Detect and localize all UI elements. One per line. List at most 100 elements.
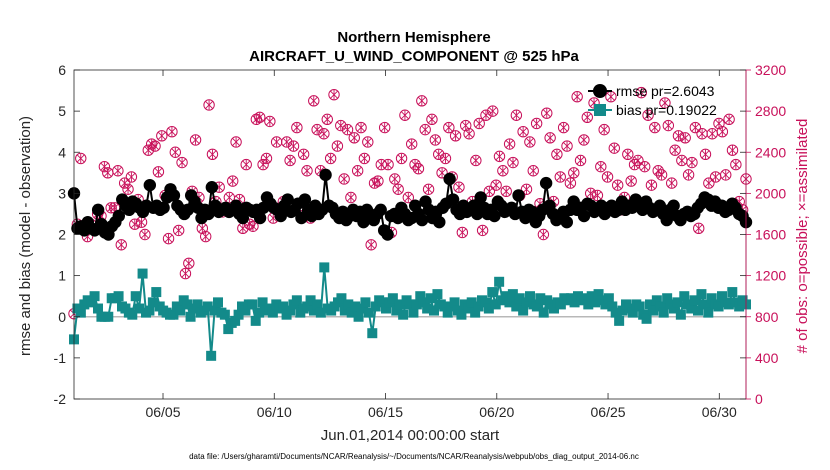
- assimilated-obs-marker: [671, 145, 680, 155]
- possible-obs-marker: [308, 95, 320, 107]
- assimilated-obs-marker: [181, 268, 190, 279]
- possible-obs-marker: [568, 167, 580, 179]
- assimilated-obs-marker: [471, 155, 480, 166]
- assimilated-obs-marker: [593, 190, 602, 201]
- assimilated-obs-marker: [610, 143, 619, 153]
- possible-obs-marker: [443, 121, 455, 134]
- right-y-tick-label: 2000: [755, 185, 786, 201]
- possible-obs-marker: [311, 123, 323, 136]
- bias-point: [247, 299, 258, 310]
- assimilated-obs-marker: [164, 233, 173, 244]
- assimilated-obs-marker: [583, 112, 592, 122]
- possible-obs-marker: [497, 165, 509, 177]
- possible-obs-marker: [625, 175, 637, 187]
- bias-point: [634, 301, 645, 312]
- y-tick-label: 0: [58, 309, 66, 325]
- assimilated-obs-marker: [309, 96, 318, 106]
- assimilated-obs-marker: [384, 159, 392, 170]
- bias-point: [127, 309, 138, 320]
- rmse-point: [667, 199, 680, 212]
- possible-obs-marker: [669, 144, 681, 156]
- assimilated-obs-marker: [198, 223, 207, 234]
- possible-obs-marker: [541, 107, 553, 119]
- legend-bias-label: bias pr=0.19022: [616, 102, 717, 118]
- possible-obs-marker: [382, 158, 394, 171]
- assimilated-obs-marker: [650, 122, 659, 133]
- assimilated-obs-marker: [623, 149, 632, 159]
- possible-obs-marker: [399, 109, 411, 121]
- rmse-point: [202, 207, 215, 221]
- bias-point: [586, 291, 597, 302]
- possible-obs-marker: [581, 111, 593, 123]
- bias-point: [346, 307, 357, 318]
- possible-obs-marker: [301, 165, 313, 177]
- assimilated-obs-marker: [140, 229, 149, 240]
- assimilated-obs-marker: [411, 159, 419, 170]
- bias-point: [511, 301, 522, 312]
- bias-point: [655, 301, 666, 312]
- bias-point: [219, 309, 230, 320]
- possible-obs-marker: [375, 158, 387, 171]
- possible-obs-marker: [429, 134, 442, 146]
- assimilated-obs-marker: [228, 176, 237, 186]
- chart-subtitle: AIRCRAFT_U_WIND_COMPONENT @ 525 hPa: [249, 48, 579, 65]
- possible-obs-marker: [490, 179, 502, 191]
- assimilated-obs-marker: [542, 108, 551, 118]
- possible-obs-marker: [598, 123, 610, 136]
- assimilated-obs-marker: [299, 149, 308, 159]
- possible-obs-marker: [622, 148, 634, 161]
- assimilated-obs-marker: [495, 151, 504, 162]
- possible-obs-marker: [554, 171, 566, 183]
- bias-point: [254, 307, 265, 318]
- assimilated-obs-marker: [563, 141, 571, 151]
- possible-obs-marker: [726, 144, 739, 156]
- assimilated-obs-marker: [313, 124, 322, 135]
- assimilated-obs-marker: [205, 100, 213, 110]
- bias-point: [151, 287, 162, 298]
- bias-point: [535, 293, 546, 304]
- possible-obs-marker: [112, 165, 124, 177]
- possible-obs-marker: [321, 113, 333, 126]
- assimilated-obs-marker: [461, 120, 470, 131]
- assimilated-obs-marker: [178, 157, 186, 168]
- possible-obs-marker: [351, 165, 364, 177]
- bias-point: [425, 293, 436, 304]
- assimilated-obs-marker: [357, 122, 365, 133]
- assimilated-obs-marker: [482, 110, 490, 120]
- bias-point: [370, 301, 381, 312]
- assimilated-obs-marker: [434, 149, 443, 159]
- assimilated-obs-marker: [363, 137, 372, 147]
- assimilated-obs-marker: [171, 147, 180, 157]
- rmse-point: [560, 215, 573, 229]
- assimilated-obs-marker: [397, 153, 406, 164]
- assimilated-obs-marker: [174, 225, 183, 236]
- assimilated-obs-marker: [282, 137, 291, 147]
- assimilated-obs-marker: [674, 131, 683, 141]
- assimilated-obs-marker: [576, 155, 585, 166]
- bias-point: [192, 299, 203, 310]
- assimilated-obs-marker: [684, 170, 693, 180]
- possible-obs-marker: [189, 134, 202, 146]
- assimilated-obs-marker: [333, 141, 342, 151]
- assimilated-obs-marker: [225, 192, 234, 203]
- rmse-point: [539, 176, 553, 190]
- assimilated-obs-marker: [401, 110, 409, 120]
- possible-obs-marker: [176, 156, 188, 169]
- assimilated-obs-marker: [586, 188, 595, 199]
- assimilated-obs-marker: [157, 131, 166, 141]
- assimilated-obs-marker: [272, 137, 281, 147]
- possible-obs-marker: [345, 191, 357, 204]
- rmse-point: [374, 203, 387, 217]
- x-tick-label: 06/20: [479, 404, 514, 420]
- assimilated-obs-marker: [644, 110, 652, 120]
- bias-point: [696, 289, 707, 300]
- possible-obs-marker: [341, 123, 354, 136]
- bias-point: [285, 305, 295, 316]
- possible-obs-marker: [544, 132, 556, 144]
- bias-point: [240, 305, 251, 316]
- assimilated-obs-marker: [657, 170, 666, 180]
- assimilated-obs-marker: [596, 161, 605, 172]
- possible-obs-marker: [564, 177, 577, 189]
- assimilated-obs-marker: [151, 141, 159, 151]
- possible-obs-marker: [426, 113, 438, 126]
